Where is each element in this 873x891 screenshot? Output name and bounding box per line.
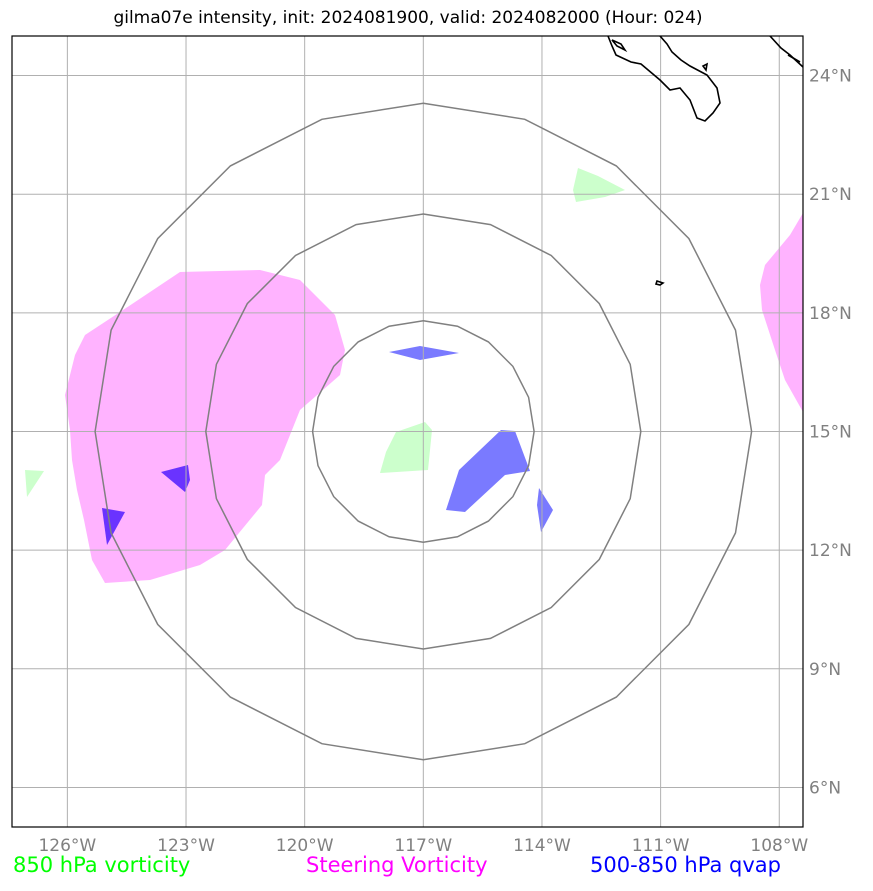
latitude-tick-label: 9°N	[809, 660, 841, 680]
baja-coastline	[607, 36, 721, 122]
vorticity-850-region-northeast	[573, 168, 625, 202]
island-north	[701, 62, 709, 72]
qvap-region-southeast	[446, 430, 530, 512]
map-title: gilma07e intensity, init: 2024081900, va…	[113, 8, 703, 28]
range-ring-2	[94, 102, 753, 761]
qvap-region-north	[389, 346, 459, 360]
longitude-tick-label: 126°W	[38, 836, 96, 856]
range-rings	[94, 102, 753, 761]
latitude-tick-label: 24°N	[809, 67, 852, 87]
steering-vorticity-region-west	[65, 270, 345, 583]
mainland-coastline	[769, 36, 803, 68]
island-small	[654, 279, 665, 286]
latitude-tick-label: 21°N	[809, 185, 852, 205]
vorticity-850-region-west	[25, 470, 44, 497]
qvap-region-overlap-southwest	[102, 508, 125, 545]
graticule	[12, 36, 803, 827]
range-ring-1	[205, 213, 642, 650]
range-ring-0	[311, 320, 535, 543]
vorticity-850-region-center	[380, 422, 432, 473]
longitude-tick-label: 117°W	[394, 836, 452, 856]
mainland-coastline-islet	[787, 54, 801, 63]
qvap-region-east	[537, 488, 553, 532]
latitude-labels: 24°N 21°N 18°N 15°N 12°N 9°N 6°N	[809, 67, 852, 799]
longitude-tick-label: 114°W	[513, 836, 571, 856]
longitude-tick-label: 123°W	[157, 836, 215, 856]
legend-850-hpa-vorticity: 850 hPa vorticity	[13, 853, 191, 877]
longitude-tick-label: 111°W	[632, 836, 690, 856]
longitude-tick-label: 108°W	[750, 836, 808, 856]
longitude-labels: 126°W 123°W 120°W 117°W 114°W 111°W 108°W	[38, 836, 808, 856]
latitude-tick-label: 12°N	[809, 541, 852, 561]
longitude-tick-label: 120°W	[276, 836, 334, 856]
coastline-inlet	[611, 39, 628, 53]
latitude-tick-label: 15°N	[809, 423, 852, 443]
qvap-region-overlap-west	[161, 465, 190, 492]
field-layer	[25, 168, 803, 583]
plot-frame	[11, 35, 804, 828]
latitude-tick-label: 6°N	[809, 778, 841, 798]
legend-qvap: 500-850 hPa qvap	[590, 853, 781, 877]
legend-steering-vorticity: Steering Vorticity	[306, 853, 488, 877]
latitude-tick-label: 18°N	[809, 304, 852, 324]
coastline	[607, 36, 803, 286]
